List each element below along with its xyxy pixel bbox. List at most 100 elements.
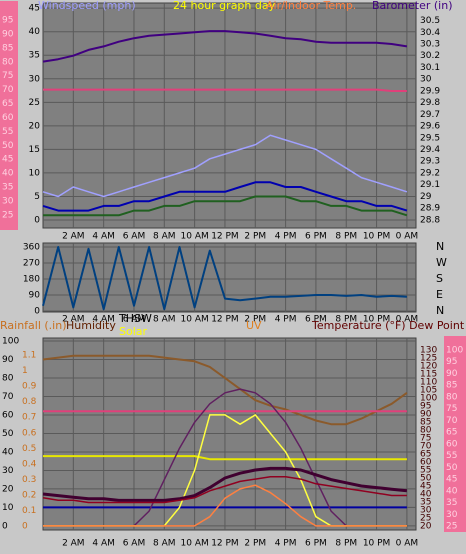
series-line [42,354,408,426]
x-tick-label: 2 AM [62,315,85,325]
y-tick-label: 55 [446,451,457,461]
y-tick-label: 0.7 [22,413,36,423]
y-tick-label: 60 [2,410,14,420]
panel-label: Barometer (in) [372,0,453,12]
y-tick-label: 30.4 [420,28,440,38]
y-tick-label: 70 [2,85,14,95]
x-tick-label: 4 AM [92,539,115,549]
x-tick-label: 8 AM [153,232,176,242]
x-tick-label: 4 PM [275,315,297,325]
y-tick-label: 100 [446,345,463,355]
y-tick-label: 29.8 [420,98,440,108]
y-tick-label: 45 [2,155,13,165]
y-tick-label: 80 [2,57,14,67]
series-line [43,455,407,461]
y-tick-label: 100 [420,394,437,404]
panel-label: Rainfall (.in) [0,319,67,332]
y-tick-label: 50 [2,141,14,151]
y-tick-label: 29 [420,192,432,202]
y-tick-label: 35 [29,51,40,61]
y-tick-label: 35 [420,498,431,508]
y-tick-label: 110 [420,378,437,388]
y-tick-label: 29.7 [420,110,440,120]
y-tick-label: 100 [2,336,19,346]
panel-label: Temperature (°F) Dew Point (°F) [311,319,466,332]
y-tick-label: 45 [29,4,40,14]
y-tick-label: 0.9 [22,382,37,392]
x-tick-label: 0 AM [396,315,419,325]
panel-label: UV [246,319,262,332]
x-tick-label: 2 AM [62,232,85,242]
y-tick-label: 30 [2,466,14,476]
y-tick-label: 20 [420,522,432,532]
y-tick-label: 15 [29,145,40,155]
x-tick-label: 10 AM [181,315,209,325]
y-tick-label: 45 [446,475,457,485]
x-tick-label: 8 AM [153,539,176,549]
y-tick-label: 30 [2,196,14,206]
y-tick-label: 29.2 [420,168,440,178]
y-tick-label: 90 [2,29,14,39]
y-tick-label: 130 [420,346,437,356]
y-tick-label: 120 [420,362,437,372]
y-tick-label: 85 [446,381,457,391]
y-tick-label: 70 [420,442,432,452]
x-tick-label: 2 AM [62,539,85,549]
plot-area [42,242,417,313]
y-tick-label: 40 [446,486,458,496]
y-tick-label: 20 [29,121,41,131]
y-tick-label: 30.3 [420,40,440,50]
x-tick-label: 2 PM [244,539,266,549]
y-tick-label: S [436,272,443,285]
y-tick-label: 80 [2,373,14,383]
x-tick-label: 6 AM [123,539,146,549]
x-tick-label: 4 AM [92,315,115,325]
panel-label: Air/Indoor Temp. [266,0,356,12]
x-tick-label: 10 PM [363,315,391,325]
y-tick-label: 60 [2,113,14,123]
y-tick-label: 30.1 [420,63,440,73]
series-line [42,181,408,212]
panel-label: 24 hour graph day [173,0,276,12]
y-tick-label: 60 [446,439,458,449]
y-tick-label: 25 [2,210,13,220]
y-tick-label: 25 [29,98,40,108]
y-tick-label: N [436,240,444,253]
y-tick-label: 30 [420,506,432,516]
y-tick-label: 0.6 [22,428,37,438]
x-tick-label: 10 PM [363,232,391,242]
y-tick-label: 0.2 [22,490,36,500]
y-tick-label: 360 [23,243,40,253]
x-tick-label: 12 PM [211,539,239,549]
y-tick-label: N [436,304,444,317]
series-line [42,134,408,198]
x-tick-label: 0 AM [396,232,419,242]
y-tick-label: 35 [2,183,13,193]
y-tick-label: 29.9 [420,86,440,96]
y-tick-label: 30.5 [420,16,440,26]
x-tick-label: 8 PM [335,232,357,242]
y-tick-label: 30 [446,510,458,520]
x-tick-label: 8 PM [335,539,357,549]
y-tick-label: 10 [29,168,41,178]
x-tick-label: 12 PM [211,315,239,325]
y-tick-label: 90 [420,410,432,420]
y-tick-label: W [436,256,447,269]
y-tick-label: 90 [2,355,14,365]
series-line [42,475,407,504]
y-tick-label: 40 [29,27,41,37]
y-tick-label: 90 [29,291,41,301]
x-tick-label: 4 PM [275,539,297,549]
y-tick-label: 75 [2,71,13,81]
y-tick-label: 5 [34,192,40,202]
x-tick-label: 6 AM [123,232,146,242]
x-tick-label: 4 AM [92,232,115,242]
y-tick-label: 65 [2,99,13,109]
y-tick-label: 90 [446,369,458,379]
axis-strip [0,1,18,230]
x-tick-label: 12 PM [211,232,239,242]
y-tick-label: 0 [22,521,28,531]
y-tick-label: 50 [2,429,14,439]
y-tick-label: 270 [23,259,40,269]
